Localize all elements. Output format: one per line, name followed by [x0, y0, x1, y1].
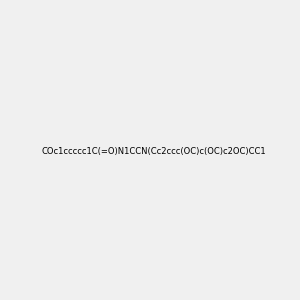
Text: COc1ccccc1C(=O)N1CCN(Cc2ccc(OC)c(OC)c2OC)CC1: COc1ccccc1C(=O)N1CCN(Cc2ccc(OC)c(OC)c2OC… [41, 147, 266, 156]
